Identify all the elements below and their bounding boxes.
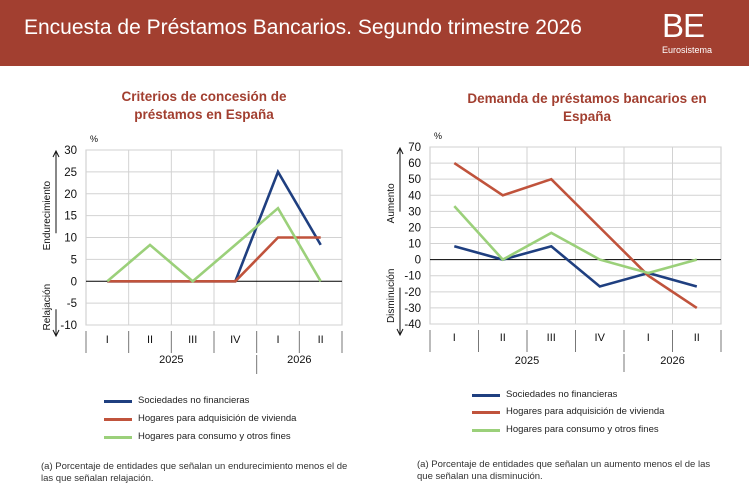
x-tick-label: I: [106, 334, 109, 346]
logo-subtitle: Eurosistema: [662, 45, 713, 55]
legend-label: Hogares para consumo y otros fines: [506, 424, 659, 435]
x-tick-label: II: [694, 332, 700, 344]
y-tick-label: -5: [67, 298, 77, 310]
y-tick-label: 30: [64, 145, 77, 157]
x-tick-label: I: [453, 332, 456, 344]
upper-axis-note: Endurecimiento: [42, 180, 53, 250]
upper-arrow-head: [52, 149, 60, 158]
legend-swatch: [104, 400, 132, 403]
legend-label: Hogares para adquisición de vivienda: [138, 413, 297, 424]
lower-arrow-head: [396, 328, 404, 337]
x-tick-label: II: [147, 334, 153, 346]
y-tick-label: 10: [408, 239, 421, 251]
y-tick-label: 70: [408, 142, 421, 154]
page-title: Encuesta de Préstamos Bancarios. Segundo…: [24, 16, 582, 39]
lower-arrow-head: [52, 329, 60, 338]
series-line: [106, 206, 322, 284]
x-tick-label: IV: [230, 334, 241, 346]
series-line: [453, 205, 698, 275]
legend-label: Sociedades no financieras: [506, 389, 618, 400]
y-tick-label: 60: [408, 158, 421, 170]
legend-label: Hogares para consumo y otros fines: [138, 431, 291, 442]
y-tick-label: 20: [64, 189, 77, 201]
series-line: [453, 162, 698, 309]
y-tick-label: 30: [408, 206, 421, 218]
logo-letters: BE: [662, 7, 705, 44]
y-tick-label: -20: [404, 287, 421, 299]
x-tick-label: III: [547, 332, 556, 344]
upper-axis-note: Aumento: [386, 183, 397, 223]
y-tick-label: -10: [404, 271, 421, 283]
series-line: [453, 244, 698, 288]
legend-swatch: [104, 418, 132, 421]
chart-1-title: Criterios de concesión de préstamos en E…: [121, 89, 287, 122]
x-year-label: 2025: [515, 355, 539, 367]
y-unit-label: %: [434, 131, 442, 141]
legend-swatch: [472, 429, 500, 432]
legend-label: Hogares para adquisición de vivienda: [506, 406, 665, 417]
x-year-label: 2025: [159, 354, 183, 366]
legend-swatch: [104, 436, 132, 439]
banco-de-espana-logo: BE Eurosistema: [662, 8, 722, 56]
x-year-label: 2026: [287, 354, 311, 366]
legend-swatch: [472, 394, 500, 397]
legend-swatch: [472, 411, 500, 414]
y-tick-label: 25: [64, 167, 77, 179]
x-tick-label: I: [276, 334, 279, 346]
upper-arrow-head: [396, 146, 404, 155]
x-tick-label: I: [647, 332, 650, 344]
y-tick-label: 40: [408, 190, 421, 202]
y-tick-label: 10: [64, 233, 77, 245]
y-tick-label: -40: [404, 319, 421, 331]
y-tick-label: 5: [71, 254, 77, 266]
y-unit-label: %: [90, 134, 98, 144]
chart-2-footnote: (a) Porcentaje de entidades que señalan …: [417, 459, 711, 482]
y-tick-label: 0: [71, 276, 77, 288]
header-bar: Encuesta de Préstamos Bancarios. Segundo…: [0, 0, 749, 66]
y-tick-label: 20: [408, 222, 421, 234]
x-tick-label: IV: [595, 332, 606, 344]
chart-2-title: Demanda de préstamos bancarios en España: [467, 91, 707, 124]
series-line: [107, 236, 321, 283]
y-tick-label: -10: [60, 320, 77, 332]
y-tick-label: -30: [404, 303, 421, 315]
x-year-label: 2026: [660, 355, 684, 367]
x-tick-label: III: [188, 334, 197, 346]
legend-label: Sociedades no financieras: [138, 395, 250, 406]
x-tick-label: II: [318, 334, 324, 346]
chart-1-footnote: (a) Porcentaje de entidades que señalan …: [41, 461, 348, 484]
x-tick-label: II: [500, 332, 506, 344]
lower-axis-note: Disminución: [386, 269, 397, 323]
y-tick-label: 15: [64, 211, 77, 223]
y-tick-label: 50: [408, 174, 421, 186]
lower-axis-note: Relajación: [42, 284, 53, 331]
y-tick-label: 0: [415, 255, 421, 267]
